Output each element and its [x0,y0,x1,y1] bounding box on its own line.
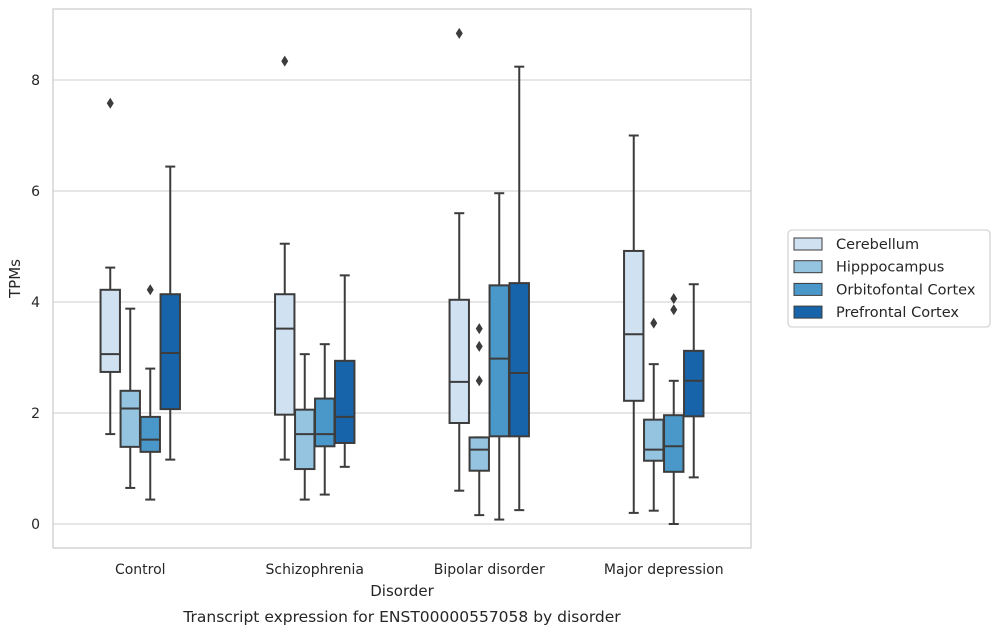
iqr-box [683,349,705,418]
y-tick-label: 0 [31,517,40,533]
legend: Cerebellum Hipppocampus Orbitofontal Corte… [787,229,991,328]
legend-item-orbitofontal-cortex: Orbitofontal Cortex [793,282,976,298]
iqr-box [488,284,510,438]
box-hipppocampus-major-depression [643,317,665,512]
iqr-box [334,359,356,444]
tick-labels: 0 2 4 6 8 Control Schizophrenia Bipolar disorde… [31,73,724,578]
iqr-box [274,293,296,416]
y-tick-label: 8 [31,73,40,89]
box-layer [99,27,705,525]
legend-label: Hipppocampus [836,260,944,276]
plot-frame [52,8,752,549]
x-tick-label-control: Control [115,562,166,578]
outlier-point [650,317,658,329]
legend-item-prefrontal-cortex: Prefrontal Cortex [793,305,959,321]
legend-frame [787,229,991,328]
outlier-point [670,293,678,305]
x-tick-label-schizophrenia: Schizophrenia [266,562,364,578]
box-cerebellum-control [99,97,121,436]
box-prefrontal-cortex-bipolar-disorder [508,65,530,512]
legend-label: Cerebellum [836,237,919,253]
outlier-point [455,27,463,39]
legend-item-hipppocampus: Hipppocampus [793,260,944,276]
outlier-point [670,304,678,316]
box-orbitofontal-cortex-major-depression [663,293,685,525]
box-hipppocampus-bipolar-disorder [468,323,490,517]
box-hipppocampus-schizophrenia [294,353,316,501]
legend-item-cerebellum: Cerebellum [793,237,919,253]
legend-swatch [793,305,823,319]
outlier-point [475,340,483,352]
box-orbitofontal-cortex-bipolar-disorder [488,192,510,521]
legend-label: Orbitofontal Cortex [836,282,976,298]
box-hipppocampus-control [119,307,141,489]
box-orbitofontal-cortex-control [139,284,161,501]
box-prefrontal-cortex-major-depression [683,283,705,479]
outlier-point [475,323,483,335]
y-axis-label: TPMs [6,259,24,299]
box-cerebellum-bipolar-disorder [448,27,470,492]
iqr-box [448,298,470,424]
legend-swatch [793,237,823,251]
iqr-box [119,389,141,448]
legend-label: Prefrontal Cortex [836,305,959,321]
outlier-point [106,97,114,109]
box-cerebellum-schizophrenia [274,55,296,461]
iqr-box [314,397,336,448]
outlier-point [146,284,154,296]
iqr-box [159,293,181,411]
iqr-box [468,436,490,472]
box-cerebellum-major-depression [623,134,645,514]
y-tick-label: 4 [31,295,40,311]
legend-swatch [793,282,823,296]
chart-caption: Transcript expression for ENST0000055705… [182,608,621,626]
box-prefrontal-cortex-schizophrenia [334,274,356,468]
outlier-point [281,55,289,67]
iqr-box [663,414,685,473]
outlier-point [475,375,483,387]
iqr-box [99,288,121,373]
y-tick-label: 2 [31,406,40,422]
y-tick-label: 6 [31,184,40,200]
box-orbitofontal-cortex-schizophrenia [314,343,336,496]
x-tick-label-major-depression: Major depression [604,562,724,578]
iqr-box [139,415,161,453]
iqr-box [643,418,665,462]
iqr-box [294,408,316,471]
legend-swatch [793,260,823,274]
x-tick-label-bipolar-disorder: Bipolar disorder [434,562,545,578]
iqr-box [508,282,530,438]
x-axis-label: Disorder [370,582,434,600]
box-prefrontal-cortex-control [159,165,181,461]
iqr-box [623,249,645,402]
